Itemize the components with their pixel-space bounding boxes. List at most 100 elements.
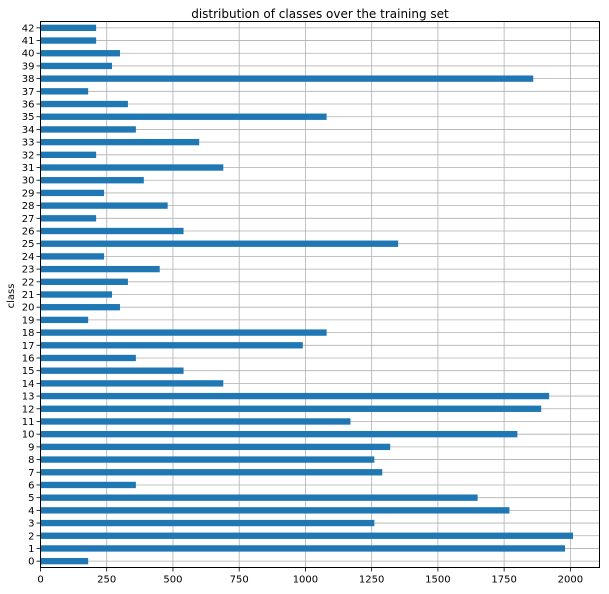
y-tick-label: 30 <box>22 176 35 187</box>
bar-class-4 <box>40 507 510 514</box>
y-tick-label: 6 <box>28 480 34 491</box>
y-tick-label: 25 <box>22 239 35 250</box>
bar-class-25 <box>40 240 399 247</box>
plot-frame <box>40 21 600 568</box>
bar-class-10 <box>40 431 518 438</box>
x-tick-label: 1750 <box>491 575 516 586</box>
y-tick-label: 39 <box>22 61 35 72</box>
bar-class-33 <box>40 138 200 146</box>
chart-title: distribution of classes over the trainin… <box>191 7 449 21</box>
bar-class-39 <box>40 62 113 70</box>
y-tick-label: 29 <box>22 188 35 199</box>
y-tick-label: 37 <box>22 87 35 98</box>
tick-layer: 0123456789101112131415161718192021222324… <box>22 23 583 585</box>
y-tick-label: 36 <box>22 100 35 111</box>
y-tick-label: 7 <box>28 468 34 479</box>
y-tick-label: 3 <box>28 519 34 530</box>
y-tick-label: 18 <box>22 328 35 339</box>
bar-class-8 <box>40 456 375 463</box>
bar-class-35 <box>40 113 327 120</box>
bar-class-32 <box>40 151 97 158</box>
x-tick-label: 750 <box>230 575 249 586</box>
bar-class-30 <box>40 177 144 184</box>
x-tick-label: 1500 <box>425 575 450 586</box>
x-tick-label: 2000 <box>558 575 583 586</box>
bar-class-41 <box>40 37 97 44</box>
y-tick-label: 12 <box>22 404 35 415</box>
y-tick-label: 33 <box>22 138 35 149</box>
bar-class-13 <box>40 392 550 400</box>
bar-class-18 <box>40 329 327 336</box>
bar-class-40 <box>40 50 120 57</box>
bar-class-24 <box>40 253 105 260</box>
bar-class-3 <box>40 519 375 527</box>
y-tick-label: 4 <box>28 506 34 517</box>
y-tick-label: 27 <box>22 214 35 225</box>
y-tick-label: 16 <box>22 353 35 364</box>
y-tick-label: 35 <box>22 112 35 123</box>
y-axis-label: class <box>6 284 17 309</box>
y-tick-label: 38 <box>22 74 35 85</box>
bar-class-12 <box>40 405 542 412</box>
bar-class-27 <box>40 215 97 222</box>
bar-class-37 <box>40 88 89 95</box>
bar-class-34 <box>40 126 136 133</box>
y-tick-label: 17 <box>22 341 35 352</box>
bar-class-16 <box>40 354 136 362</box>
bar-class-38 <box>40 75 534 82</box>
bar-class-1 <box>40 545 566 552</box>
x-tick-label: 500 <box>163 575 182 586</box>
bar-class-19 <box>40 316 89 324</box>
bar-class-7 <box>40 469 383 476</box>
bar-class-5 <box>40 494 478 501</box>
y-tick-label: 8 <box>28 455 34 466</box>
bar-class-6 <box>40 481 136 489</box>
bar-class-26 <box>40 227 184 235</box>
y-tick-label: 22 <box>22 277 35 288</box>
bar-class-20 <box>40 304 120 311</box>
y-tick-label: 32 <box>22 150 35 161</box>
bar-class-23 <box>40 265 160 273</box>
y-tick-label: 15 <box>22 366 35 377</box>
bar-layer <box>40 24 574 565</box>
x-tick-label: 1250 <box>359 575 384 586</box>
y-tick-label: 10 <box>22 430 35 441</box>
bar-class-22 <box>40 278 128 285</box>
y-tick-label: 41 <box>22 36 35 47</box>
bar-class-2 <box>40 532 574 539</box>
y-tick-label: 34 <box>22 125 35 136</box>
bar-class-28 <box>40 202 168 209</box>
bar-class-21 <box>40 291 113 298</box>
bar-class-15 <box>40 367 184 374</box>
x-tick-label: 1000 <box>293 575 318 586</box>
y-tick-label: 21 <box>22 290 35 301</box>
y-tick-label: 24 <box>22 252 35 263</box>
x-tick-label: 0 <box>37 575 43 586</box>
y-tick-label: 9 <box>28 442 34 453</box>
y-tick-label: 28 <box>22 201 35 212</box>
y-tick-label: 23 <box>22 265 35 276</box>
y-tick-label: 1 <box>28 544 34 555</box>
y-tick-label: 20 <box>22 303 35 314</box>
y-tick-label: 19 <box>22 315 35 326</box>
bar-class-31 <box>40 164 224 171</box>
y-tick-label: 40 <box>22 49 35 60</box>
y-tick-label: 31 <box>22 163 35 174</box>
y-tick-label: 0 <box>28 557 34 568</box>
bar-class-11 <box>40 418 351 425</box>
y-tick-label: 5 <box>28 493 34 504</box>
bar-class-0 <box>40 557 89 565</box>
y-tick-label: 11 <box>22 417 35 428</box>
bar-class-42 <box>40 24 97 32</box>
bar-class-29 <box>40 189 105 197</box>
x-tick-label: 250 <box>97 575 116 586</box>
bar-class-36 <box>40 100 128 108</box>
y-tick-label: 42 <box>22 23 35 34</box>
y-tick-label: 2 <box>28 531 34 542</box>
y-tick-label: 14 <box>22 379 35 390</box>
y-tick-label: 13 <box>22 392 35 403</box>
bar-class-14 <box>40 380 224 387</box>
y-tick-label: 26 <box>22 227 35 238</box>
